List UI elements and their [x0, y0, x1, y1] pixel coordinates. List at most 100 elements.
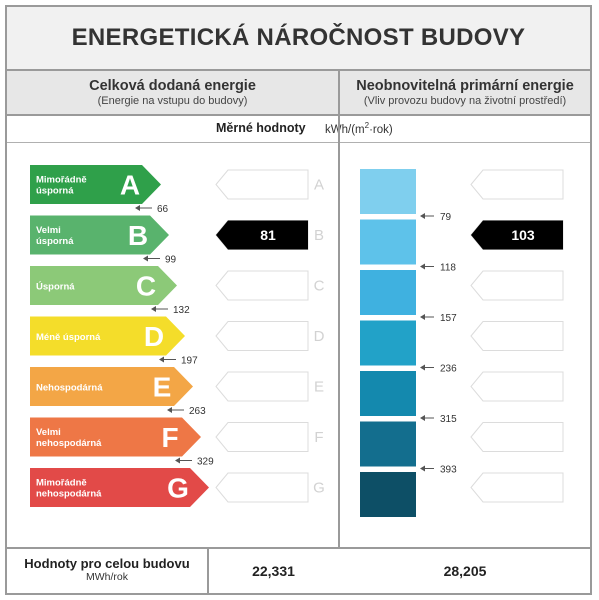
units-row: Měrné hodnoty kWh/(m2·rok) [7, 116, 590, 143]
primary-class-bar-1 [360, 169, 416, 214]
class-slot [215, 321, 309, 351]
class-letter-a: A [120, 170, 140, 201]
unit-label: kWh/(m2·rok) [325, 121, 393, 136]
primary-limit-value: 236 [440, 364, 457, 375]
class-limit-value: 66 [157, 204, 169, 215]
class-limit-value: 329 [197, 457, 214, 468]
class-letter-f: F [161, 422, 178, 453]
right-value-marker [471, 220, 563, 250]
class-name-b: úsporná [36, 236, 74, 247]
energy-label: ENERGETICKÁ NÁROČNOST BUDOVY Celková dod… [5, 5, 592, 595]
primary-limit-value: 393 [440, 465, 457, 476]
primary-limit-arrow-head [420, 263, 425, 270]
primary-limit-value: 315 [440, 414, 457, 425]
class-letter-g: G [167, 473, 189, 504]
primary-class-slot [470, 472, 564, 503]
class-name-c: Úsporná [36, 281, 75, 293]
class-name-e: Nehospodárná [36, 383, 103, 394]
class-arrow-d [30, 316, 185, 356]
left-column-header: Celková dodaná energie (Energie na vstup… [7, 71, 338, 116]
class-letter-d: D [144, 321, 164, 352]
class-name-a: Mimořádně [36, 175, 87, 186]
left-value-text: 81 [260, 227, 276, 243]
class-arrow-f [30, 417, 201, 457]
class-slot [215, 169, 309, 200]
class-arrow-b [30, 215, 169, 255]
unit-prefix: kWh/(m [325, 123, 365, 136]
class-limit-value: 263 [189, 406, 206, 417]
class-letter-e: E [153, 372, 172, 403]
class-limit-value: 99 [165, 255, 177, 266]
class-name-d: Méně úsporná [36, 332, 101, 343]
class-slot-letter: G [313, 480, 325, 497]
left-value-marker [216, 220, 308, 250]
class-slot-letter: F [314, 429, 323, 446]
primary-class-bar-4 [360, 320, 416, 366]
specific-values-label: Měrné hodnoty [216, 121, 306, 135]
class-slot [215, 472, 309, 503]
column-divider [338, 71, 340, 547]
class-slot-letter: C [314, 278, 325, 295]
class-name-g: Mimořádně [36, 478, 87, 489]
primary-limit-arrow-head [420, 415, 425, 421]
class-slot [215, 422, 309, 452]
limit-arrow-head [175, 457, 180, 464]
right-column-header: Neobnovitelná primární energie (Vliv pro… [340, 71, 590, 116]
class-name-g: nehospodárná [36, 489, 102, 500]
left-column-subheading: (Energie na vstupu do budovy) [97, 95, 248, 107]
class-arrow-a [30, 165, 161, 204]
class-name-f: Velmi [36, 427, 61, 438]
class-arrow-c [30, 266, 177, 305]
class-slot-letter: B [314, 227, 324, 244]
totals-unit: MWh/rok [86, 571, 128, 583]
class-slot-letter: A [314, 177, 324, 194]
primary-class-bar-2 [360, 219, 416, 265]
right-total-value: 28,205 [443, 563, 487, 579]
primary-class-bar-3 [360, 270, 416, 315]
primary-class-slot [470, 270, 564, 301]
primary-class-bar-7 [360, 472, 416, 517]
class-slot [215, 371, 309, 402]
primary-limit-arrow-head [420, 465, 425, 472]
limit-arrow-head [167, 407, 172, 413]
left-column-heading: Celková dodaná energie [89, 78, 256, 94]
totals-divider [207, 549, 209, 595]
limit-arrow-head [135, 205, 140, 211]
primary-class-slot [470, 371, 564, 402]
class-slot-letter: D [314, 328, 325, 345]
unit-exponent: 2 [364, 121, 370, 130]
primary-class-bar-6 [360, 421, 416, 467]
class-letter-b: B [128, 220, 148, 251]
unit-suffix: ·rok) [369, 123, 393, 136]
primary-class-slot [470, 422, 564, 452]
class-limit-value: 197 [181, 356, 198, 367]
right-column-heading: Neobnovitelná primární energie [356, 78, 574, 94]
primary-limit-value: 79 [440, 212, 452, 223]
limit-arrow-head [143, 255, 148, 262]
primary-limit-arrow-head [420, 314, 425, 320]
primary-limit-arrow-head [420, 213, 425, 219]
class-arrow-e [30, 367, 193, 406]
primary-class-slot [470, 169, 564, 200]
page-title: ENERGETICKÁ NÁROČNOST BUDOVY [7, 7, 590, 71]
right-column-subheading: (Vliv provozu budovy na životní prostřed… [363, 95, 567, 107]
class-slot-letter: E [314, 379, 324, 396]
primary-class-slot [470, 321, 564, 351]
primary-class-bar-5 [360, 371, 416, 416]
right-value-text: 103 [511, 227, 535, 243]
class-slot [215, 270, 309, 301]
class-limit-value: 132 [173, 305, 190, 316]
totals-label: Hodnoty pro celou budovu MWh/rok [7, 556, 207, 583]
totals-row: Hodnoty pro celou budovu MWh/rok 22,331 … [7, 547, 590, 595]
class-arrow-g [30, 468, 209, 507]
left-total-value: 22,331 [252, 563, 295, 579]
class-letter-c: C [136, 271, 156, 302]
primary-limit-value: 157 [440, 313, 457, 324]
limit-arrow-head [151, 306, 156, 312]
class-name-b: Velmi [36, 225, 61, 236]
limit-arrow-head [159, 356, 164, 363]
primary-limit-arrow-head [420, 364, 425, 371]
class-name-f: nehospodárná [36, 438, 102, 449]
totals-heading: Hodnoty pro celou budovu [24, 556, 190, 571]
